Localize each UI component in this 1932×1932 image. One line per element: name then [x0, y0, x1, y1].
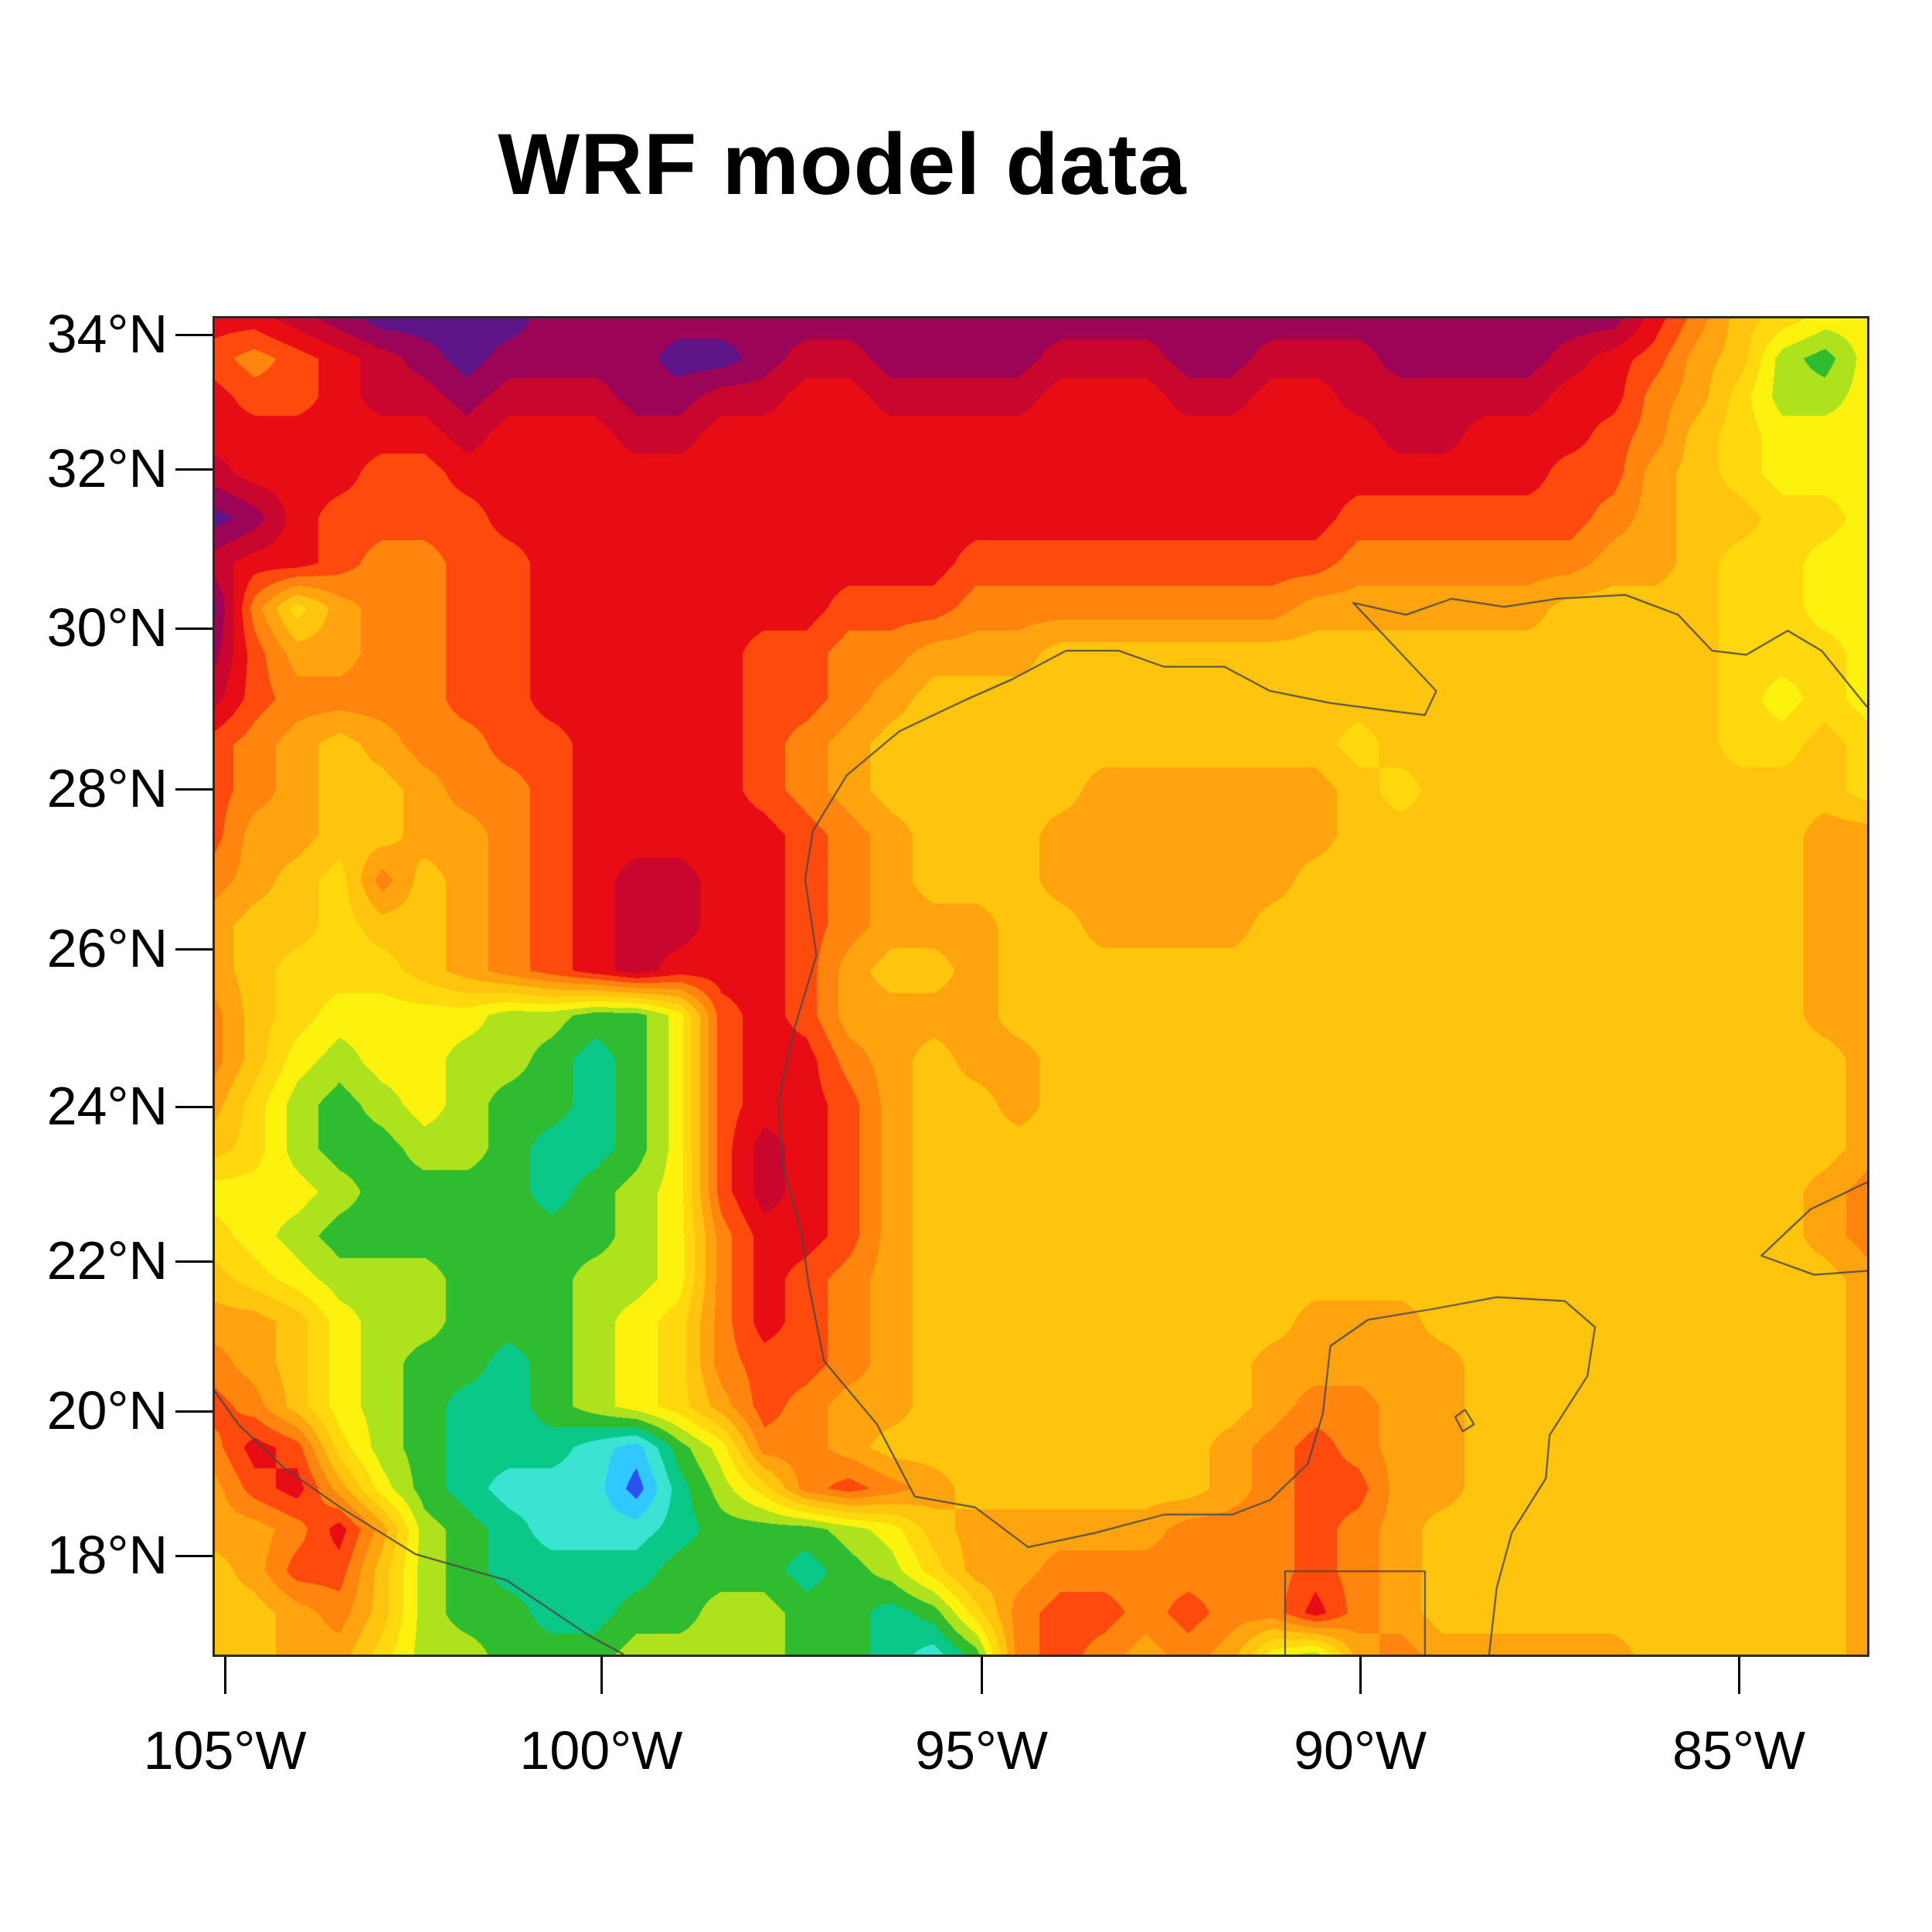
y-tick-mark	[175, 948, 213, 951]
y-tick-label: 32°N	[46, 437, 168, 498]
y-tick-label: 26°N	[46, 918, 168, 979]
y-tick-mark	[175, 468, 213, 471]
y-tick-label: 20°N	[46, 1379, 168, 1440]
y-tick-label: 30°N	[46, 597, 168, 658]
y-tick-mark	[175, 1106, 213, 1109]
contour-map-canvas	[215, 318, 1867, 1655]
x-tick-mark	[981, 1657, 984, 1694]
map-plot-area	[213, 316, 1869, 1657]
x-tick-mark	[1738, 1657, 1741, 1694]
x-tick-label: 105°W	[143, 1720, 307, 1781]
x-tick-mark	[224, 1657, 227, 1694]
y-tick-mark	[175, 788, 213, 791]
x-tick-mark	[600, 1657, 603, 1694]
y-tick-mark	[175, 1410, 213, 1413]
y-tick-label: 18°N	[46, 1524, 168, 1585]
y-tick-label: 24°N	[46, 1076, 168, 1137]
y-tick-label: 22°N	[46, 1230, 168, 1291]
y-tick-mark	[175, 628, 213, 631]
y-tick-mark	[175, 1554, 213, 1557]
y-tick-mark	[175, 334, 213, 337]
x-tick-label: 100°W	[519, 1720, 683, 1781]
plot-title: WRF model data	[498, 116, 1187, 213]
x-tick-mark	[1359, 1657, 1362, 1694]
x-tick-label: 95°W	[915, 1720, 1048, 1781]
x-tick-label: 90°W	[1294, 1720, 1427, 1781]
y-tick-mark	[175, 1260, 213, 1263]
y-tick-label: 34°N	[46, 304, 168, 365]
y-tick-label: 28°N	[46, 758, 168, 819]
x-tick-label: 85°W	[1672, 1720, 1806, 1781]
